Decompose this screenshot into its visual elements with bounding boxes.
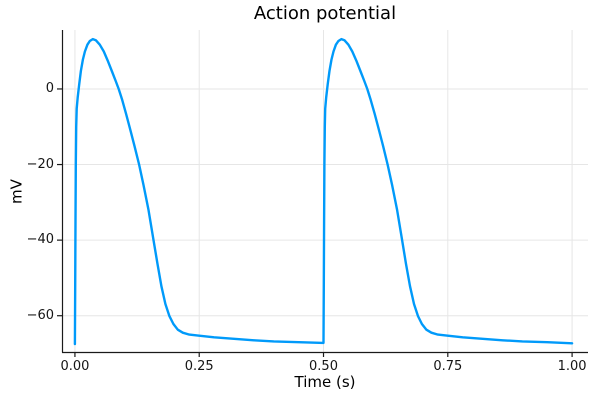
- x-axis-label: Time (s): [294, 373, 356, 391]
- chart-title: Action potential: [253, 3, 397, 24]
- y-tick-label: −20: [26, 156, 54, 172]
- x-tick-label: 0.50: [309, 359, 338, 374]
- x-tick-label: 0.75: [433, 359, 463, 374]
- series-line-membrane-potential: [73, 37, 574, 346]
- x-tick-label: 0.00: [60, 359, 90, 374]
- x-tick-label: 0.25: [184, 359, 214, 374]
- y-tick-label: 0: [45, 80, 54, 96]
- y-tick-label: −40: [26, 232, 54, 248]
- x-tick-label: 1.00: [557, 359, 587, 374]
- y-axis-label: mV: [7, 179, 26, 204]
- y-tick-label: −60: [26, 307, 54, 323]
